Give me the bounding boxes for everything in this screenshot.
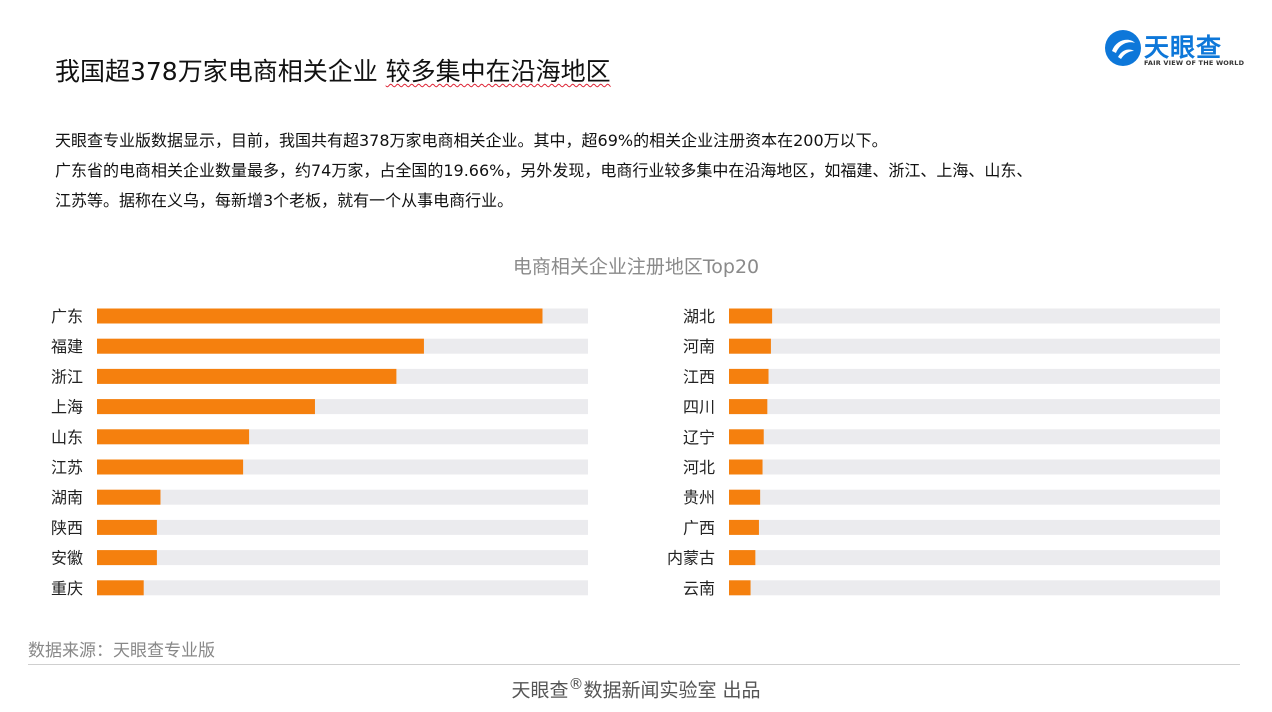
bar-track — [729, 368, 1220, 384]
category-label: 上海 — [51, 398, 83, 417]
category-label: 广西 — [683, 518, 715, 537]
bar-河南[interactable] — [729, 338, 771, 354]
bar-track — [729, 489, 1220, 505]
footer-rest: 数据新闻实验室 出品 — [583, 679, 761, 702]
category-label: 福建 — [51, 337, 83, 356]
footer-brand: 天眼查 — [511, 679, 569, 702]
footer-credit: 天眼查®数据新闻实验室 出品 — [0, 675, 1272, 702]
bar-四川[interactable] — [729, 399, 768, 415]
bar-浙江[interactable] — [97, 368, 397, 384]
category-label: 河北 — [683, 458, 715, 477]
category-label: 陕西 — [51, 518, 83, 537]
bar-江西[interactable] — [729, 368, 769, 384]
bar-辽宁[interactable] — [729, 429, 764, 445]
chart-title: 电商相关企业注册地区Top20 — [512, 256, 760, 278]
bar-track — [729, 429, 1220, 445]
bar-重庆[interactable] — [97, 580, 144, 596]
logo-tagline: FAIR VIEW OF THE WORLD — [1144, 59, 1245, 67]
tianyancha-logo[interactable]: 天眼查 FAIR VIEW OF THE WORLD — [1104, 28, 1244, 70]
bar-track — [97, 519, 588, 535]
category-label: 四川 — [683, 398, 715, 417]
page-title: 我国超378万家电商相关企业 较多集中在沿海地区 — [55, 52, 611, 88]
bar-陕西[interactable] — [97, 519, 157, 535]
bar-湖北[interactable] — [729, 308, 773, 324]
bar-湖南[interactable] — [97, 489, 161, 505]
logo-text: 天眼查 — [1144, 33, 1223, 62]
bar-云南[interactable] — [729, 580, 751, 596]
intro-paragraph: 天眼查专业版数据显示，目前，我国共有超378万家电商相关企业。其中，超69%的相… — [55, 126, 1235, 216]
bar-track — [97, 580, 588, 596]
category-label: 河南 — [683, 337, 715, 356]
bar-福建[interactable] — [97, 338, 424, 354]
page-title-highlight: 较多集中在沿海地区 — [385, 57, 611, 86]
footer-divider — [28, 664, 1240, 665]
bar-贵州[interactable] — [729, 489, 761, 505]
category-label: 江西 — [683, 367, 715, 386]
bar-安徽[interactable] — [97, 550, 157, 566]
category-label: 贵州 — [683, 488, 715, 507]
bar-广东[interactable] — [97, 308, 543, 324]
logo-mark-icon — [1105, 30, 1141, 66]
bar-河北[interactable] — [729, 459, 763, 475]
registered-mark: ® — [568, 675, 584, 693]
category-label: 山东 — [51, 428, 83, 447]
bar-track — [97, 489, 588, 505]
data-source: 数据来源：天眼查专业版 — [28, 641, 215, 661]
bar-广西[interactable] — [729, 519, 759, 535]
category-label: 辽宁 — [683, 428, 715, 447]
bar-track — [729, 338, 1220, 354]
bar-上海[interactable] — [97, 399, 315, 415]
bar-track — [729, 580, 1220, 596]
bar-track — [729, 399, 1220, 415]
category-label: 内蒙古 — [667, 549, 715, 568]
category-label: 浙江 — [51, 367, 83, 386]
category-label: 湖南 — [51, 488, 83, 507]
category-label: 江苏 — [51, 458, 83, 477]
page-title-main: 我国超378万家电商相关企业 — [55, 57, 378, 86]
category-label: 湖北 — [683, 307, 715, 326]
category-label: 广东 — [51, 307, 83, 326]
category-label: 云南 — [683, 579, 715, 598]
bar-track — [729, 308, 1220, 324]
bar-track — [729, 550, 1220, 566]
bar-内蒙古[interactable] — [729, 550, 756, 566]
category-label: 重庆 — [51, 579, 83, 598]
intro-line-2: 广东省的电商相关企业数量最多，约74万家，占全国的19.66%，另外发现，电商行… — [55, 161, 1033, 180]
bar-山东[interactable] — [97, 429, 250, 445]
bar-track — [729, 519, 1220, 535]
category-label: 安徽 — [51, 549, 83, 568]
bar-track — [97, 550, 588, 566]
bar-track — [729, 459, 1220, 475]
bar-江苏[interactable] — [97, 459, 244, 475]
intro-line-1: 天眼查专业版数据显示，目前，我国共有超378万家电商相关企业。其中，超69%的相… — [55, 131, 888, 150]
intro-line-3: 江苏等。据称在义乌，每新增3个老板，就有一个从事电商行业。 — [55, 191, 514, 210]
